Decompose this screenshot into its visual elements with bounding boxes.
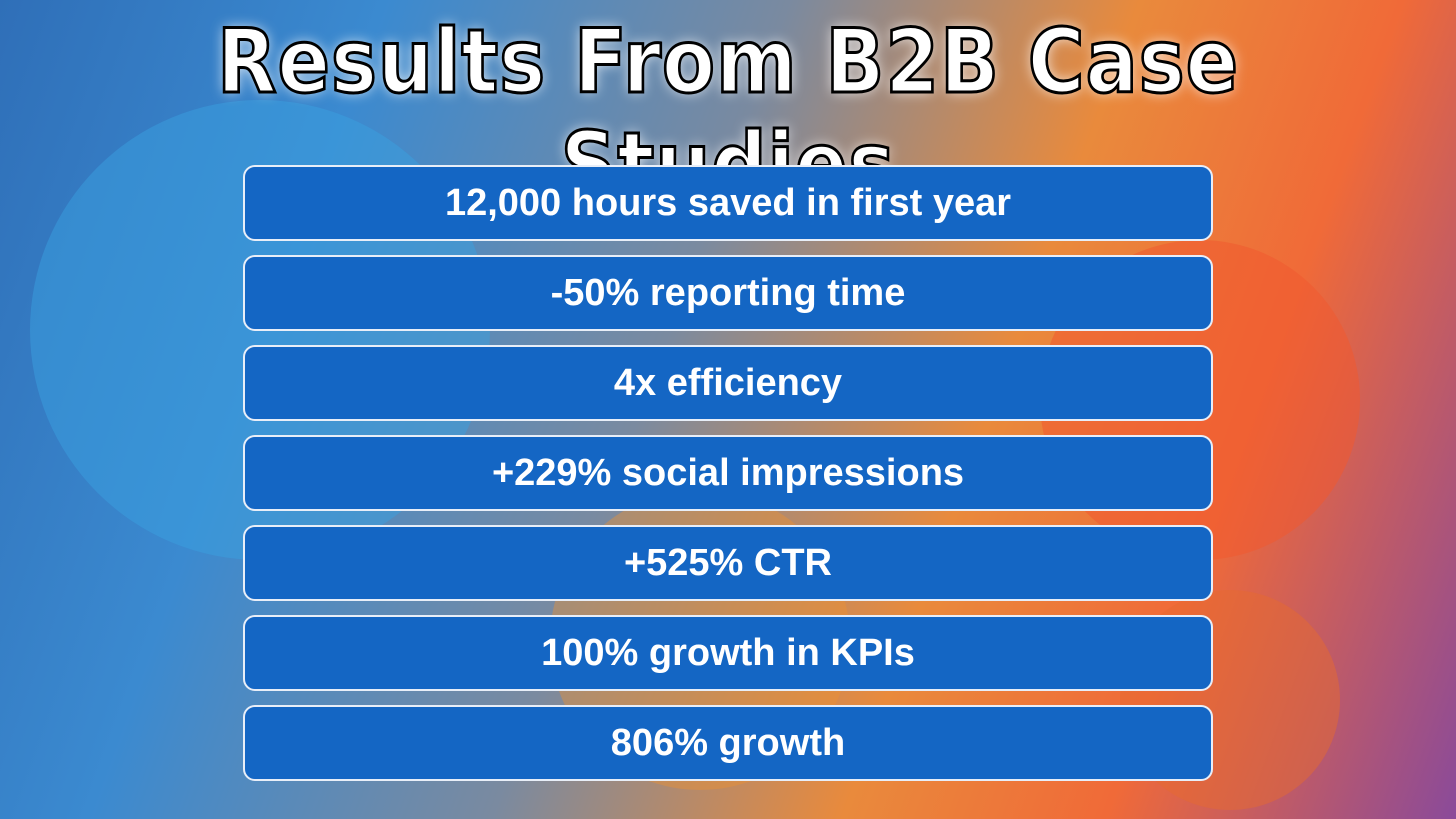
result-item: 4x efficiency (243, 345, 1213, 421)
result-item: 12,000 hours saved in first year (243, 165, 1213, 241)
result-item: -50% reporting time (243, 255, 1213, 331)
results-list: 12,000 hours saved in first year -50% rep… (243, 165, 1213, 795)
result-item: 806% growth (243, 705, 1213, 781)
result-item: 100% growth in KPIs (243, 615, 1213, 691)
result-item: +525% CTR (243, 525, 1213, 601)
result-item: +229% social impressions (243, 435, 1213, 511)
